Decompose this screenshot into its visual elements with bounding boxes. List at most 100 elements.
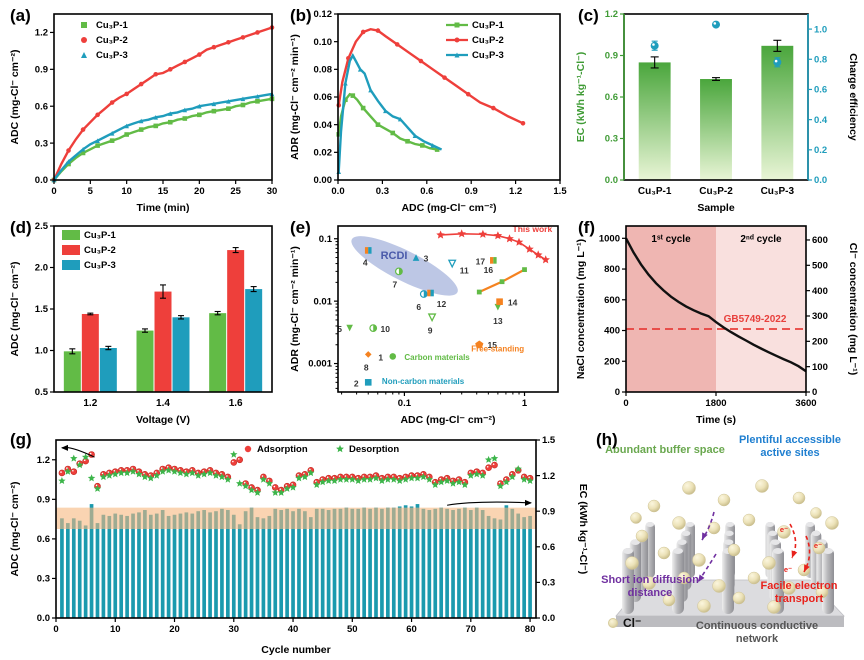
svg-text:Cu₃P-3: Cu₃P-3: [472, 50, 504, 61]
svg-text:Cu₃P-3: Cu₃P-3: [761, 186, 795, 197]
svg-text:0.6: 0.6: [35, 101, 48, 112]
chart-b: 0.0 0.3 0.6 0.9 1.2 1.5 0.00 0.02 0.04 0.06 0.08 0.…: [289, 9, 567, 214]
svg-text:ADR (mg-Cl⁻ cm⁻² min⁻¹): ADR (mg-Cl⁻ cm⁻² min⁻¹): [289, 246, 301, 372]
svg-text:e⁻: e⁻: [780, 525, 788, 534]
svg-text:400: 400: [604, 326, 620, 337]
svg-text:0.02: 0.02: [314, 148, 333, 159]
svg-text:1.2: 1.2: [35, 28, 48, 39]
svg-text:Charge efficiency: Charge efficiency: [847, 53, 859, 141]
region-1ˢᵗ cycle: [626, 226, 716, 392]
label-abundant-buffer-space: Abundant buffer space: [605, 444, 725, 456]
svg-text:This work: This work: [513, 224, 553, 234]
svg-text:Non-carbon materials: Non-carbon materials: [382, 377, 465, 386]
svg-text:200: 200: [812, 337, 828, 348]
svg-text:400: 400: [812, 286, 828, 297]
svg-text:0.0: 0.0: [814, 175, 827, 186]
panel-e-comparison-scatter: RCDI 1 2 3 4 5 6 7 8 9 10 11 12 13 14 15 17 16 This work Ca…: [286, 216, 568, 428]
svg-text:0.9: 0.9: [542, 506, 555, 517]
svg-text:0.6: 0.6: [605, 92, 618, 103]
svg-text:20: 20: [194, 186, 205, 197]
svg-text:11: 11: [460, 266, 469, 276]
panel-g-cycling-stability: 0 10 20 30 40 50 60 70 80 0.0 0.3 0.6 0.9 1.2 0.0 0.3 0.…: [6, 428, 590, 658]
svg-text:Time (min): Time (min): [137, 202, 190, 214]
svg-text:1: 1: [522, 398, 528, 409]
svg-text:10: 10: [121, 186, 132, 197]
svg-text:0.9: 0.9: [465, 186, 478, 197]
svg-text:6: 6: [416, 302, 421, 312]
svg-text:0.6: 0.6: [542, 542, 555, 553]
svg-text:60: 60: [406, 624, 417, 635]
svg-text:0.001: 0.001: [308, 359, 332, 370]
svg-text:0.01: 0.01: [314, 296, 333, 307]
svg-text:0.1: 0.1: [398, 398, 412, 409]
chart-g: 0 10 20 30 40 50 60 70 80 0.0 0.3 0.6 0.9 1.2 0.0 0.3 0.…: [9, 435, 589, 656]
svg-text:Cu₃P-3: Cu₃P-3: [96, 50, 128, 61]
svg-text:9: 9: [428, 325, 433, 335]
svg-text:Cu₃P-1: Cu₃P-1: [638, 186, 672, 197]
svg-text:0: 0: [615, 387, 620, 398]
chloride-ions: [625, 479, 839, 614]
svg-text:Cu₃P-3: Cu₃P-3: [84, 260, 116, 271]
svg-text:300: 300: [812, 311, 828, 322]
svg-text:0.3: 0.3: [605, 134, 618, 145]
svg-text:0.2: 0.2: [814, 145, 827, 156]
svg-text:16: 16: [484, 265, 494, 275]
chart-d: 1.2 1.4 1.6 0.5 1.0 1.5 2.0 2.5 Voltage (V) ADC (…: [9, 221, 273, 426]
svg-text:1.5: 1.5: [35, 304, 49, 315]
svg-text:Cycle number: Cycle number: [261, 644, 330, 656]
panel-c-ec-charge-efficiency: Cu₃P-1 Cu₃P-2 Cu₃P-3 0.0 0.3 0.6 0.9 1.2 0.0 0.2 0…: [572, 4, 860, 216]
svg-text:0.3: 0.3: [37, 574, 50, 585]
panel-label-b: (b): [290, 6, 312, 25]
panel-label-h: (h): [596, 430, 618, 449]
svg-text:2: 2: [354, 378, 359, 388]
panel-a-adc-vs-time: 0 5 10 15 20 25 30 0.0 0.3 0.6 0.9 1.2 Time (min) ADC…: [6, 4, 282, 216]
cl-ion-icon: [608, 618, 618, 628]
svg-text:0: 0: [623, 398, 628, 409]
bar-Cu₃P-3-1.2: [99, 348, 117, 392]
svg-text:1.6: 1.6: [229, 398, 243, 409]
svg-text:2ⁿᵈ cycle: 2ⁿᵈ cycle: [740, 234, 782, 245]
svg-text:0.04: 0.04: [314, 120, 333, 131]
svg-text:2.0: 2.0: [35, 263, 48, 274]
svg-text:10: 10: [380, 324, 390, 334]
svg-text:13: 13: [493, 316, 503, 326]
svg-text:1.0: 1.0: [814, 24, 827, 35]
bar-Cu₃P-2-1.4: [154, 291, 172, 392]
ec-highlight-band: [56, 507, 536, 529]
svg-text:ADC (mg-Cl⁻ cm⁻²): ADC (mg-Cl⁻ cm⁻²): [9, 49, 21, 144]
svg-text:0.6: 0.6: [814, 85, 827, 96]
svg-text:0.00: 0.00: [314, 175, 333, 186]
svg-text:80: 80: [525, 624, 536, 635]
svg-text:0.8: 0.8: [814, 54, 827, 65]
svg-text:70: 70: [466, 624, 477, 635]
label-short-ion-diffusion: Short ion diffusion distance: [601, 574, 699, 599]
series-Cu₃P-2: [51, 25, 275, 183]
svg-text:50: 50: [347, 624, 358, 635]
svg-text:Cu₃P-2: Cu₃P-2: [96, 35, 128, 46]
svg-text:15: 15: [488, 340, 498, 350]
svg-text:1.5: 1.5: [542, 435, 556, 446]
svg-text:e⁻: e⁻: [784, 565, 792, 574]
region-2ⁿᵈ cycle: [716, 226, 806, 392]
ec-bars: [60, 504, 532, 618]
rcdi-region: [351, 236, 458, 296]
svg-text:30: 30: [267, 186, 278, 197]
svg-text:ADC (mg-Cl⁻ cm⁻²): ADC (mg-Cl⁻ cm⁻²): [400, 414, 495, 426]
svg-text:17: 17: [476, 256, 486, 266]
ec-bar-Cu₃P-2: [700, 79, 732, 180]
svg-text:0.10: 0.10: [314, 37, 333, 48]
svg-text:RCDI: RCDI: [381, 250, 408, 262]
bar-Cu₃P-2-1.2: [81, 313, 99, 392]
svg-text:30: 30: [228, 624, 239, 635]
panel-f-desalination-cycles: 1ˢᵗ cycle 2ⁿᵈ cycle GB5749-2022 0 1800 3600 0 2…: [572, 216, 860, 428]
svg-text:GB5749-2022: GB5749-2022: [724, 314, 787, 325]
ec-bar-Cu₃P-3: [761, 45, 794, 180]
svg-text:0: 0: [812, 387, 817, 398]
svg-text:1.2: 1.2: [83, 398, 97, 409]
svg-text:0.4: 0.4: [814, 115, 828, 126]
series-Cu₃P-2: [336, 27, 526, 126]
svg-text:40: 40: [288, 624, 299, 635]
ec-bar-Cu₃P-1: [638, 62, 671, 180]
